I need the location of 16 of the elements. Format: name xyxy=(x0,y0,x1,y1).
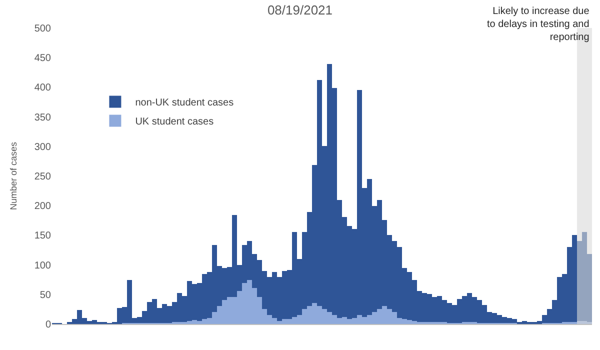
y-tick-label: 300 xyxy=(34,142,52,153)
y-tick-label: 450 xyxy=(34,53,52,64)
y-tick-label: 400 xyxy=(34,82,52,94)
annotation: Likely to increase due to delays in testing and reporting xyxy=(487,6,590,43)
y-tick-label: 500 xyxy=(34,24,52,34)
legend-label: UK student cases xyxy=(135,116,214,128)
y-tick-label: 100 xyxy=(34,260,52,272)
chart-title: 08/19/2021 xyxy=(267,2,333,18)
y-axis-title: Number of cases xyxy=(8,141,19,210)
y-tick-label: 200 xyxy=(34,201,52,212)
y-tick-label: 250 xyxy=(34,172,52,182)
y-tick-label: 350 xyxy=(34,112,52,124)
y-tick-label: 50 xyxy=(40,290,52,301)
y-tick-label: 150 xyxy=(34,230,52,242)
y-tick-label: 0 xyxy=(45,320,52,330)
legend-label: non-UK student cases xyxy=(135,98,234,109)
